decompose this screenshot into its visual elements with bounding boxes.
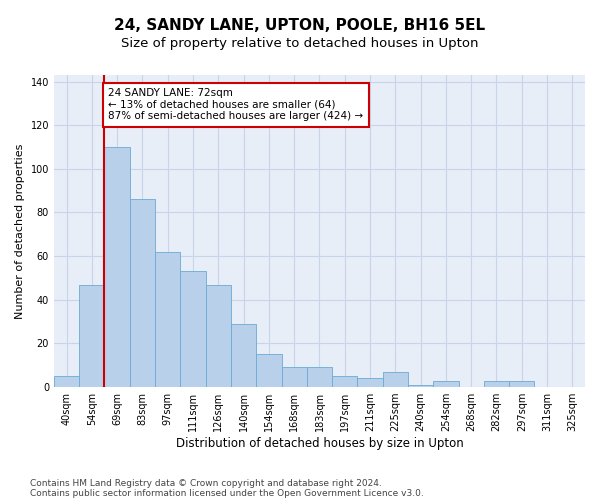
Bar — [332, 376, 358, 387]
Bar — [79, 284, 104, 387]
Text: Size of property relative to detached houses in Upton: Size of property relative to detached ho… — [121, 38, 479, 51]
Bar — [433, 380, 458, 387]
Bar — [206, 284, 231, 387]
Text: Contains public sector information licensed under the Open Government Licence v3: Contains public sector information licen… — [30, 488, 424, 498]
Text: Contains HM Land Registry data © Crown copyright and database right 2024.: Contains HM Land Registry data © Crown c… — [30, 478, 382, 488]
Text: 24 SANDY LANE: 72sqm
← 13% of detached houses are smaller (64)
87% of semi-detac: 24 SANDY LANE: 72sqm ← 13% of detached h… — [108, 88, 364, 122]
Bar — [104, 147, 130, 387]
Bar — [181, 272, 206, 387]
Bar — [509, 380, 535, 387]
Bar — [408, 385, 433, 387]
Text: 24, SANDY LANE, UPTON, POOLE, BH16 5EL: 24, SANDY LANE, UPTON, POOLE, BH16 5EL — [115, 18, 485, 32]
X-axis label: Distribution of detached houses by size in Upton: Distribution of detached houses by size … — [176, 437, 463, 450]
Bar — [54, 376, 79, 387]
Bar — [358, 378, 383, 387]
Bar — [281, 368, 307, 387]
Bar — [307, 368, 332, 387]
Bar — [256, 354, 281, 387]
Bar — [231, 324, 256, 387]
Bar — [383, 372, 408, 387]
Y-axis label: Number of detached properties: Number of detached properties — [15, 144, 25, 318]
Bar — [155, 252, 181, 387]
Bar — [130, 200, 155, 387]
Bar — [484, 380, 509, 387]
